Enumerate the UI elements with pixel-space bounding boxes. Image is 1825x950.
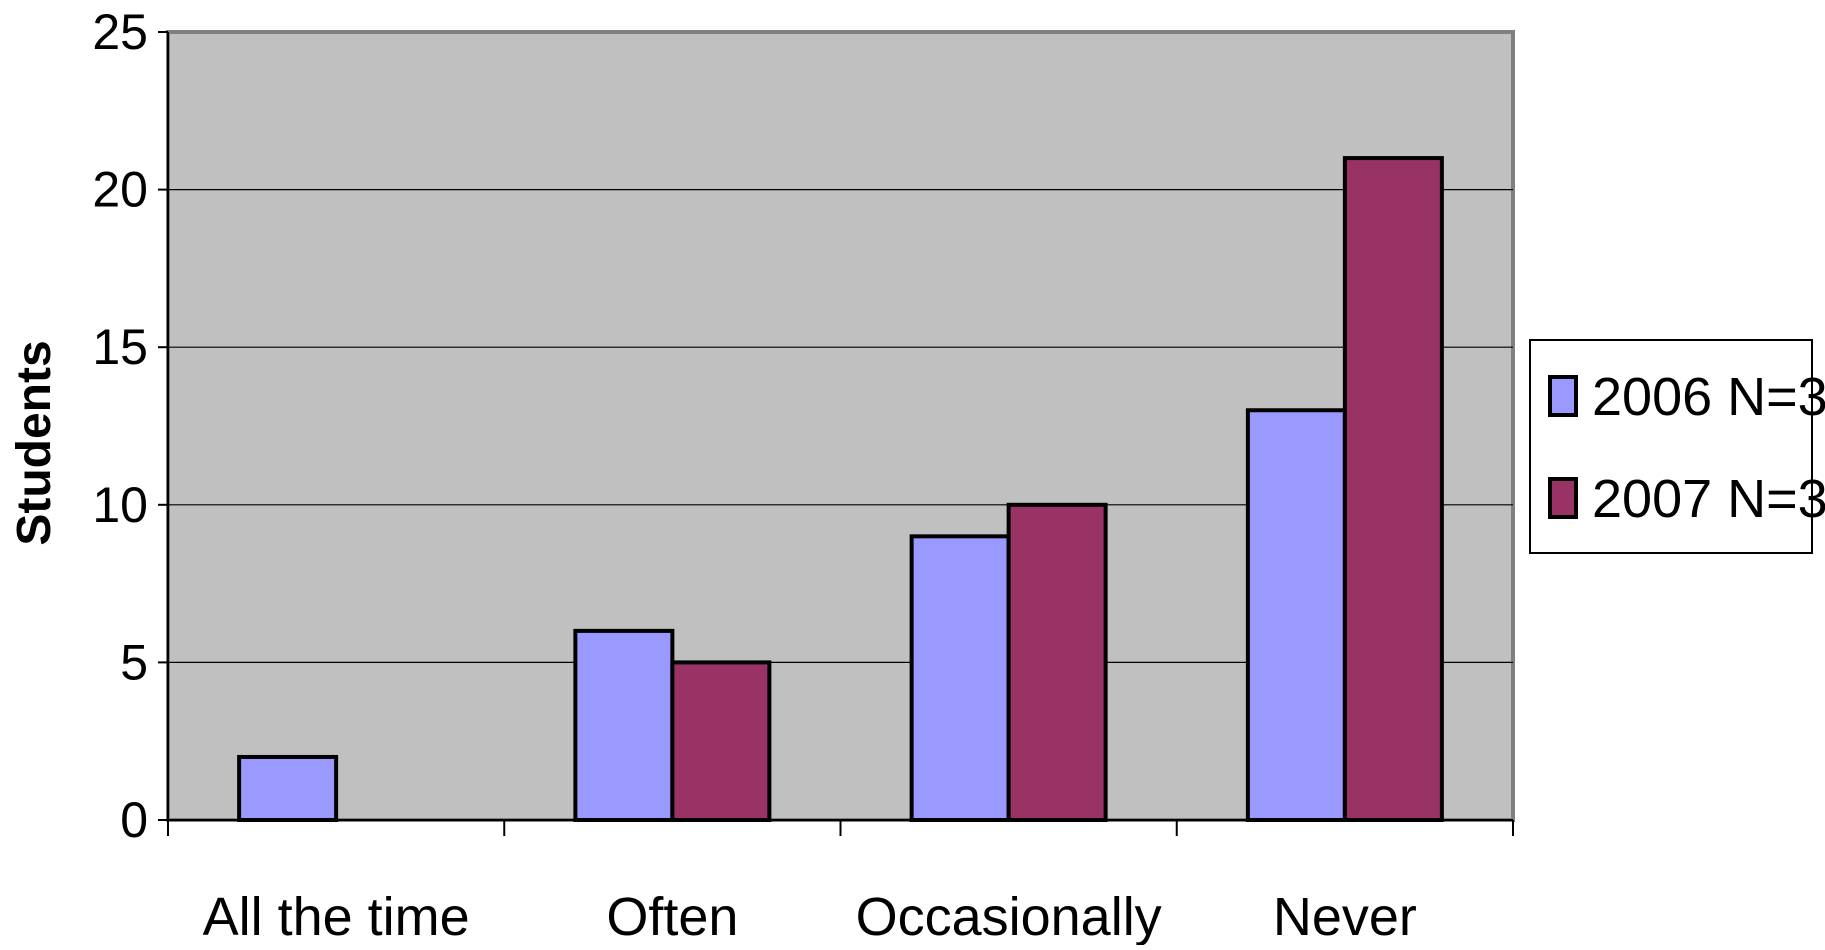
- legend-label: 2007 N=36: [1592, 469, 1825, 529]
- bar-2007: [1006, 502, 1108, 822]
- bar-2007: [670, 660, 772, 823]
- x-category-label: Never: [1273, 887, 1417, 945]
- x-category-label: All the time: [203, 887, 470, 945]
- legend: 2006 N=31 2007 N=36: [1529, 339, 1825, 554]
- x-category-label: Often: [606, 887, 738, 945]
- bar-2006: [573, 628, 675, 822]
- y-tick-label: 20: [92, 162, 148, 218]
- y-tick-label: 0: [120, 792, 148, 848]
- legend-label: 2006 N=31: [1592, 367, 1825, 427]
- legend-swatch: [1548, 477, 1578, 519]
- bar-2007: [1342, 156, 1444, 822]
- y-tick-label: 25: [92, 4, 148, 60]
- bar-2006: [909, 534, 1011, 822]
- bar-2006: [237, 754, 339, 823]
- y-axis-label: Students: [8, 340, 61, 545]
- bar-2006: [1245, 408, 1347, 822]
- x-category-labels: All the time Often Occasionally Never: [203, 887, 1417, 947]
- y-tick-label: 5: [120, 634, 148, 690]
- y-tick-labels: 0 5 10 15 20 25: [92, 4, 148, 848]
- y-tick-label: 10: [92, 477, 148, 533]
- y-tick-label: 15: [92, 319, 148, 375]
- bars: [237, 156, 1444, 823]
- x-category-label: Occasionally: [856, 887, 1162, 945]
- legend-swatch: [1548, 375, 1578, 417]
- axes: [158, 31, 1514, 836]
